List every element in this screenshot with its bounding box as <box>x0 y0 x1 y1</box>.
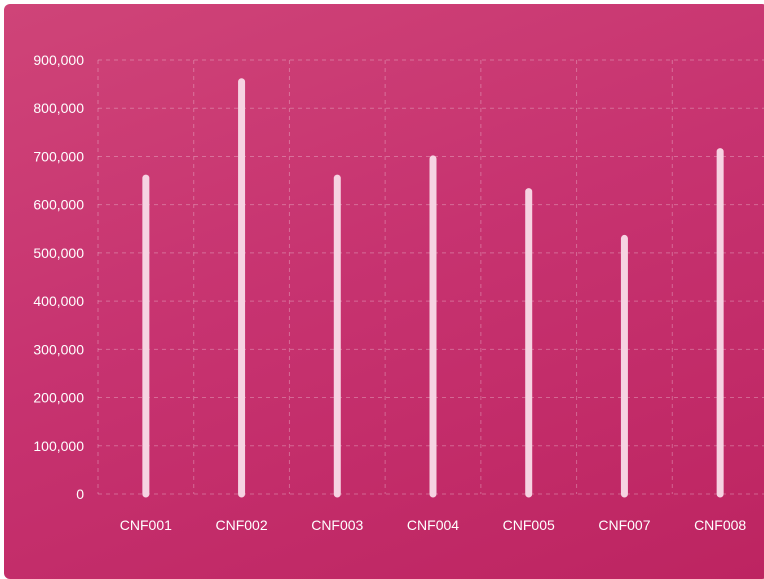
y-tick-label: 100,000 <box>33 438 84 454</box>
y-tick-label: 900,000 <box>33 52 84 68</box>
chart-card: 0 100,000 200,000 300,000 400,000 500,000 600,… <box>4 4 764 579</box>
x-tick-label: CNF003 <box>311 517 363 533</box>
y-tick-label: 600,000 <box>33 197 84 213</box>
y-tick-label: 700,000 <box>33 148 84 164</box>
y-tick-label: 400,000 <box>33 293 84 309</box>
bars <box>142 78 724 498</box>
x-tick-label: CNF004 <box>407 517 459 533</box>
y-tick-label: 0 <box>76 486 84 502</box>
y-tick-label: 300,000 <box>33 341 84 357</box>
x-tick-label: CNF007 <box>598 517 650 533</box>
x-tick-label: CNF002 <box>216 517 268 533</box>
y-tick-label: 200,000 <box>33 390 84 406</box>
x-tick-label: CNF001 <box>120 517 172 533</box>
x-tick-label: CNF005 <box>503 517 555 533</box>
bar-chart: 0 100,000 200,000 300,000 400,000 500,000 600,… <box>33 52 764 533</box>
x-axis-tick-labels: CNF001 CNF002 CNF003 CNF004 CNF005 CNF007 CNF0… <box>120 517 747 533</box>
y-axis-tick-labels: 0 100,000 200,000 300,000 400,000 500,000 600,… <box>33 52 84 502</box>
grid-lines <box>97 59 764 495</box>
x-tick-label: CNF008 <box>694 517 746 533</box>
y-tick-label: 800,000 <box>33 100 84 116</box>
y-tick-label: 500,000 <box>33 245 84 261</box>
